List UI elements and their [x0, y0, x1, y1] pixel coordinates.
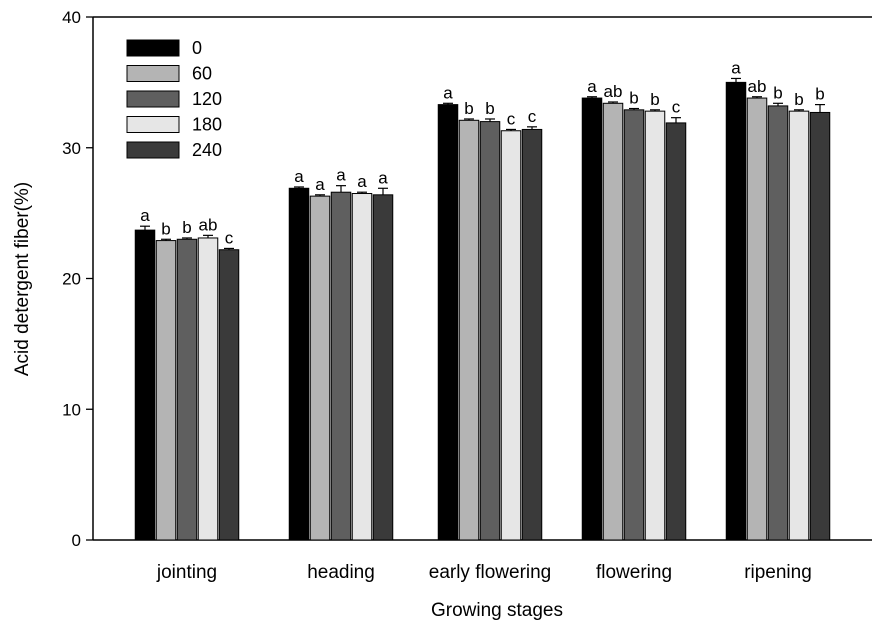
bar: [176, 238, 198, 541]
bar: [581, 97, 603, 541]
significance-label: b: [485, 99, 494, 118]
bar: [288, 187, 310, 541]
y-tick-label: 20: [62, 270, 81, 289]
y-tick-label: 0: [72, 531, 81, 550]
significance-label: c: [225, 228, 234, 247]
legend-label: 180: [192, 115, 222, 135]
x-axis: jointing heading early flowering flowering r…: [156, 562, 812, 583]
legend-swatch: [126, 141, 180, 159]
significance-label: b: [629, 89, 638, 108]
legend: 0 60 120 180 240: [126, 38, 222, 160]
bar: [479, 121, 501, 541]
legend-label: 240: [192, 140, 222, 160]
bar: [809, 111, 831, 541]
x-axis-title: Growing stages: [431, 600, 563, 621]
y-tick-label: 10: [62, 400, 81, 419]
bar: [458, 119, 480, 541]
significance-label: c: [528, 107, 537, 126]
significance-label: b: [464, 99, 473, 118]
bar: [746, 97, 768, 541]
bar: [521, 128, 543, 541]
significance-label: a: [731, 58, 741, 77]
bar: [372, 194, 394, 541]
significance-label: b: [161, 219, 170, 238]
y-axis: 0 10 20 30 40: [62, 8, 93, 550]
x-tick-label: heading: [307, 562, 375, 583]
significance-label: a: [443, 83, 453, 102]
significance-label: c: [672, 98, 681, 117]
bar: [155, 240, 177, 541]
significance-label: b: [815, 85, 824, 104]
legend-swatch: [126, 65, 180, 82]
significance-label: a: [315, 175, 325, 194]
bar: [351, 193, 373, 541]
significance-label: b: [182, 218, 191, 237]
significance-label: a: [294, 167, 304, 186]
bar: [437, 104, 459, 541]
x-tick-label: ripening: [744, 562, 812, 583]
x-tick-label: early flowering: [429, 562, 552, 583]
x-tick-label: flowering: [596, 562, 672, 583]
bar: [725, 81, 747, 541]
bar: [309, 195, 331, 541]
significance-label: ab: [604, 82, 623, 101]
bar: [218, 249, 240, 541]
significance-label: b: [794, 90, 803, 109]
bar: [665, 122, 687, 541]
bar: [134, 229, 156, 541]
bar: [602, 102, 624, 541]
significance-label: ab: [199, 215, 218, 234]
legend-swatch: [126, 116, 180, 133]
significance-label: a: [587, 77, 597, 96]
significance-label: a: [357, 172, 367, 191]
legend-label: 120: [192, 89, 222, 109]
significance-label: b: [773, 83, 782, 102]
legend-label: 0: [192, 38, 202, 58]
significance-label: ab: [748, 77, 767, 96]
bar: [788, 110, 810, 541]
y-tick-label: 40: [62, 8, 81, 27]
legend-swatch: [126, 39, 180, 57]
significance-label: a: [378, 168, 388, 187]
bar: [767, 105, 789, 541]
legend-label: 60: [192, 64, 212, 84]
legend-swatch: [126, 90, 180, 108]
significance-label: a: [336, 166, 346, 185]
y-axis-title: Acid detergent fiber(%): [12, 182, 33, 376]
y-tick-label: 30: [62, 139, 81, 158]
significance-label: c: [507, 109, 516, 128]
bar: [644, 110, 666, 541]
bar: [197, 237, 219, 541]
bar: [500, 130, 522, 541]
significance-label: a: [140, 206, 150, 225]
bar: [330, 191, 352, 541]
bar: [623, 109, 645, 541]
x-tick-label: jointing: [156, 562, 217, 583]
significance-label: b: [650, 90, 659, 109]
